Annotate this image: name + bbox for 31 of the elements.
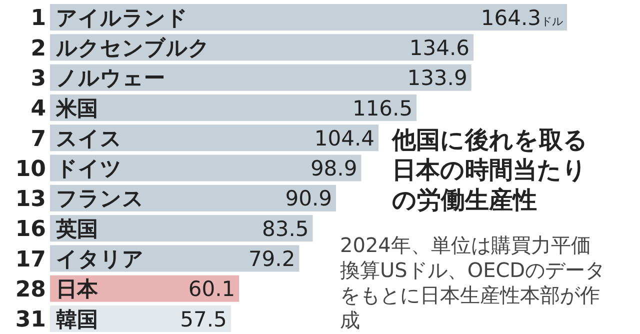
bar bbox=[50, 154, 362, 182]
data-label: 98.9 bbox=[310, 156, 358, 181]
data-label: 104.4 bbox=[314, 126, 375, 150]
text: 他国に後れを取る日本の時間当たりの労働生産性 bbox=[391, 126, 588, 214]
data-label: 60.1 bbox=[188, 277, 236, 302]
bar bbox=[50, 4, 567, 31]
data-label: 134.6 bbox=[409, 36, 470, 60]
y-tick-label: 13 フランス bbox=[15, 186, 144, 212]
y-tick-label: 17 イタリア bbox=[15, 247, 144, 272]
y-tick-label: 28 日本 bbox=[15, 277, 99, 303]
annotation: 2024年、単位は購買力平価換算USドル、OECDのデータをもとに日本生産性本部が作成 bbox=[340, 233, 606, 332]
bar bbox=[50, 184, 336, 212]
data-label: 116.5 bbox=[352, 96, 413, 120]
y-tick-label: 3 ノルウェー bbox=[30, 66, 165, 92]
y-tick-label: 7 スイス bbox=[30, 126, 122, 152]
y-tick-label: 16 英国 bbox=[15, 216, 98, 242]
data-label: 90.9 bbox=[285, 186, 332, 211]
bar bbox=[50, 245, 300, 272]
y-tick-label: 4 米国 bbox=[30, 96, 98, 122]
bar bbox=[50, 124, 379, 152]
data-label: 83.5 bbox=[262, 216, 309, 241]
data-label: 57.5 bbox=[180, 307, 227, 332]
data-label: 133.9 bbox=[407, 66, 468, 90]
bar bbox=[50, 64, 472, 91]
y-tick-label: 31 韓国 bbox=[15, 307, 98, 333]
y-tick-label: 10 ドイツ bbox=[15, 156, 122, 182]
data-label: 79.2 bbox=[248, 247, 296, 271]
bar bbox=[50, 34, 474, 61]
bar bbox=[50, 94, 417, 121]
y-tick-label: 1 アイルランド bbox=[30, 6, 188, 32]
y-tick-label: 2 ルクセンブルク bbox=[30, 36, 210, 62]
